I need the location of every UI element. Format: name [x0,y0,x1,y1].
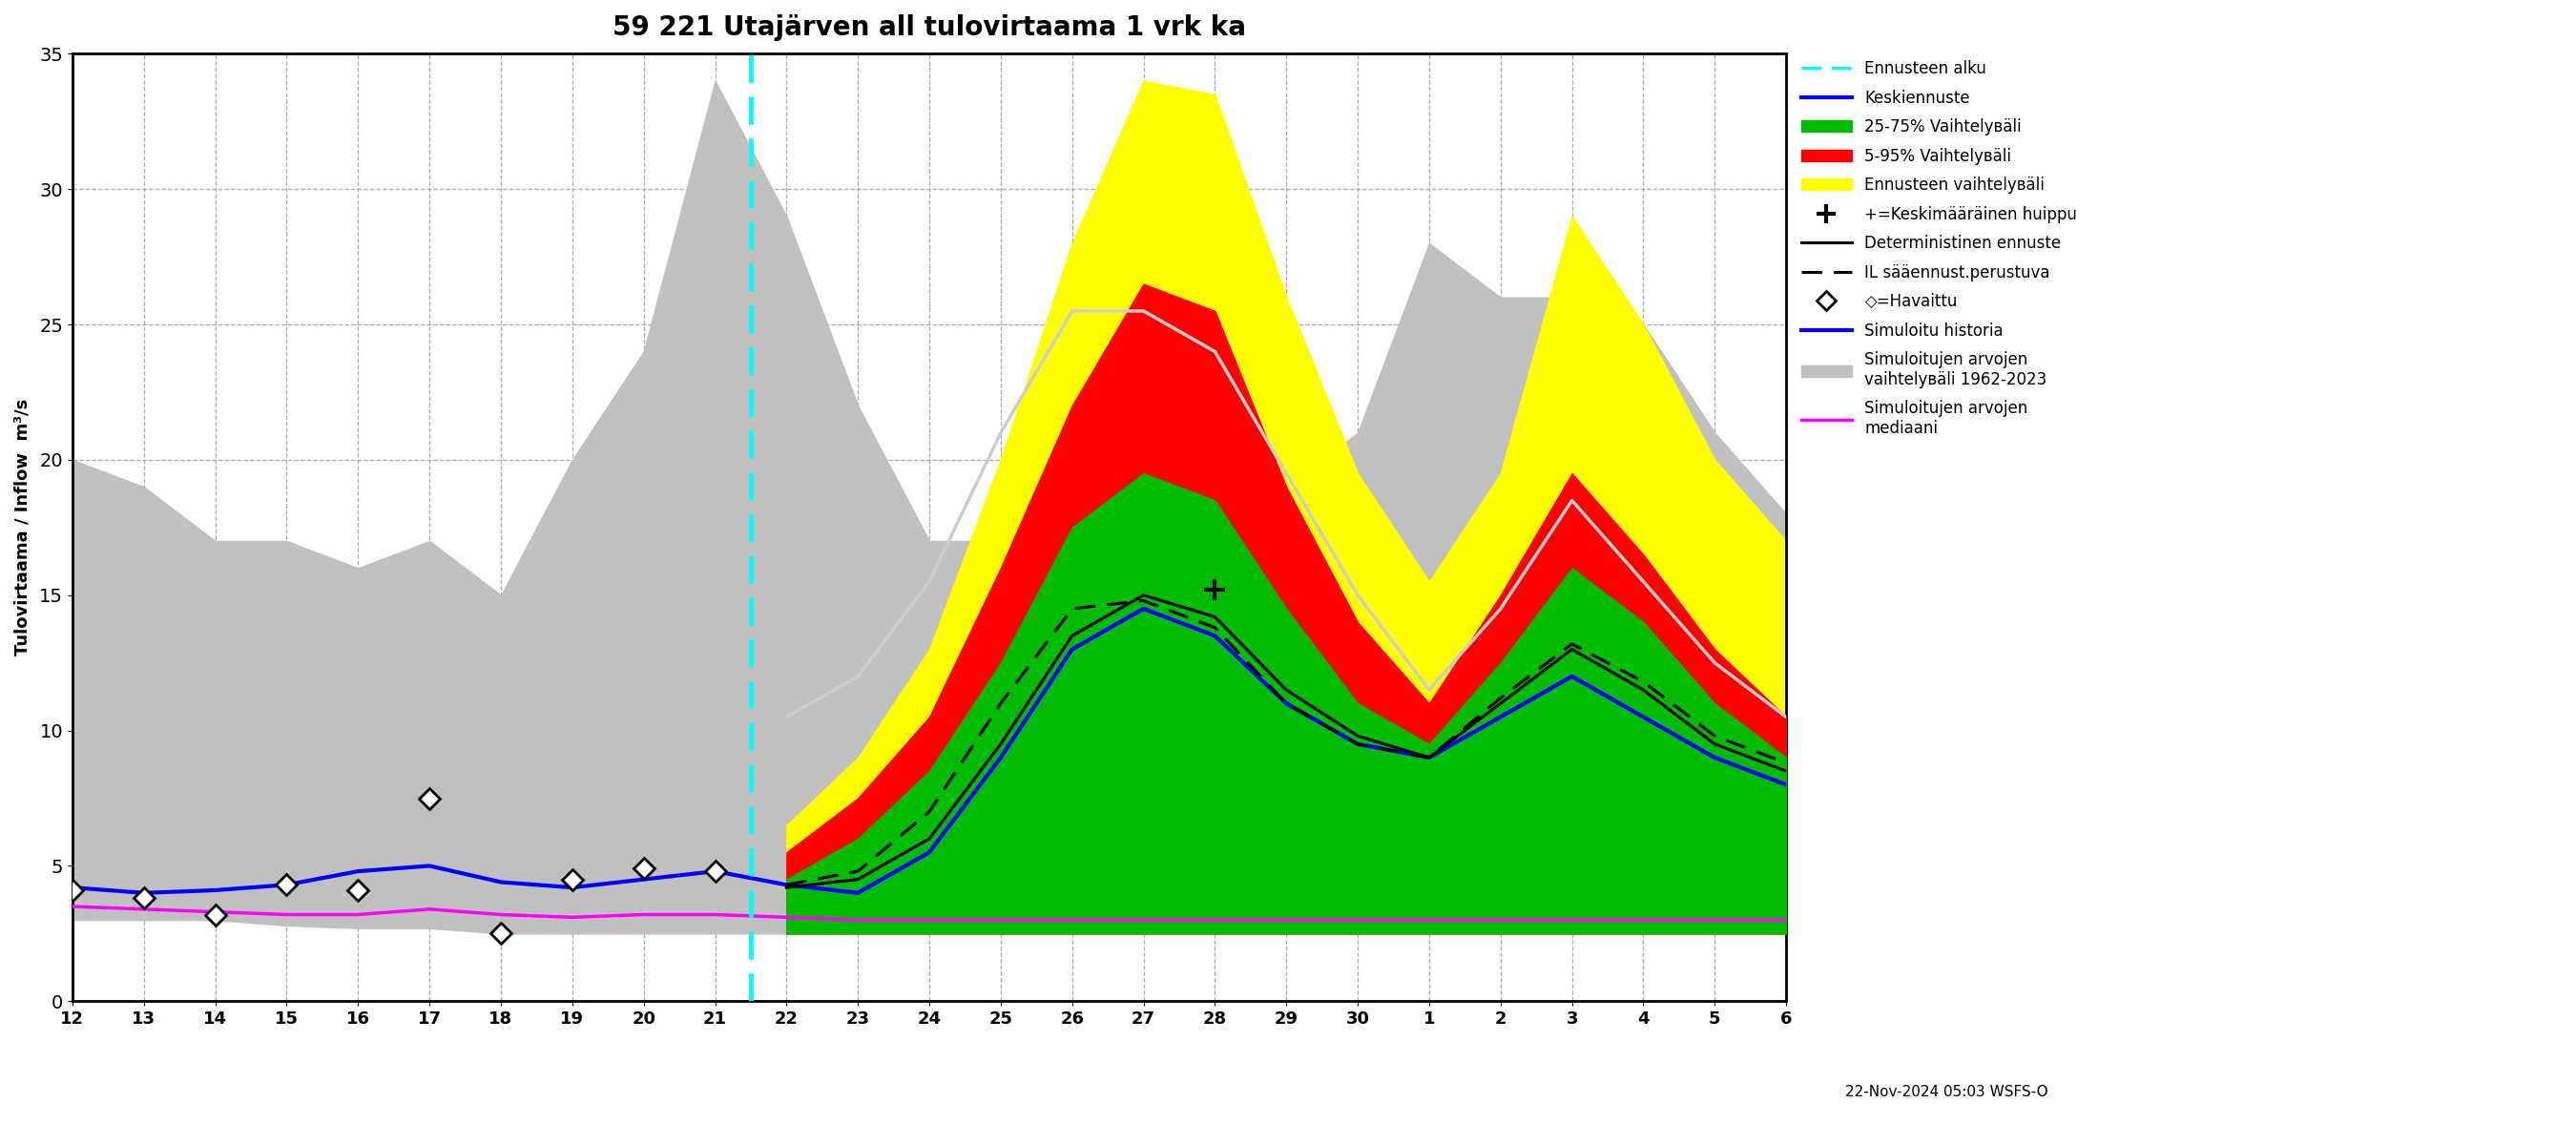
Y-axis label: Tulovirtaama / Inflow  m³/s: Tulovirtaama / Inflow m³/s [15,400,31,656]
Title: 59 221 Utajärven all tulovirtaama 1 vrk ka: 59 221 Utajärven all tulovirtaama 1 vrk … [613,14,1247,41]
Text: 22-Nov-2024 05:03 WSFS-O: 22-Nov-2024 05:03 WSFS-O [1844,1085,2048,1099]
Legend: Ennusteen alku, Keskiennuste, 25-75% Vaihtelувäli, 5-95% Vaihtelувäli, Ennusteen: Ennusteen alku, Keskiennuste, 25-75% Vai… [1795,54,2084,443]
